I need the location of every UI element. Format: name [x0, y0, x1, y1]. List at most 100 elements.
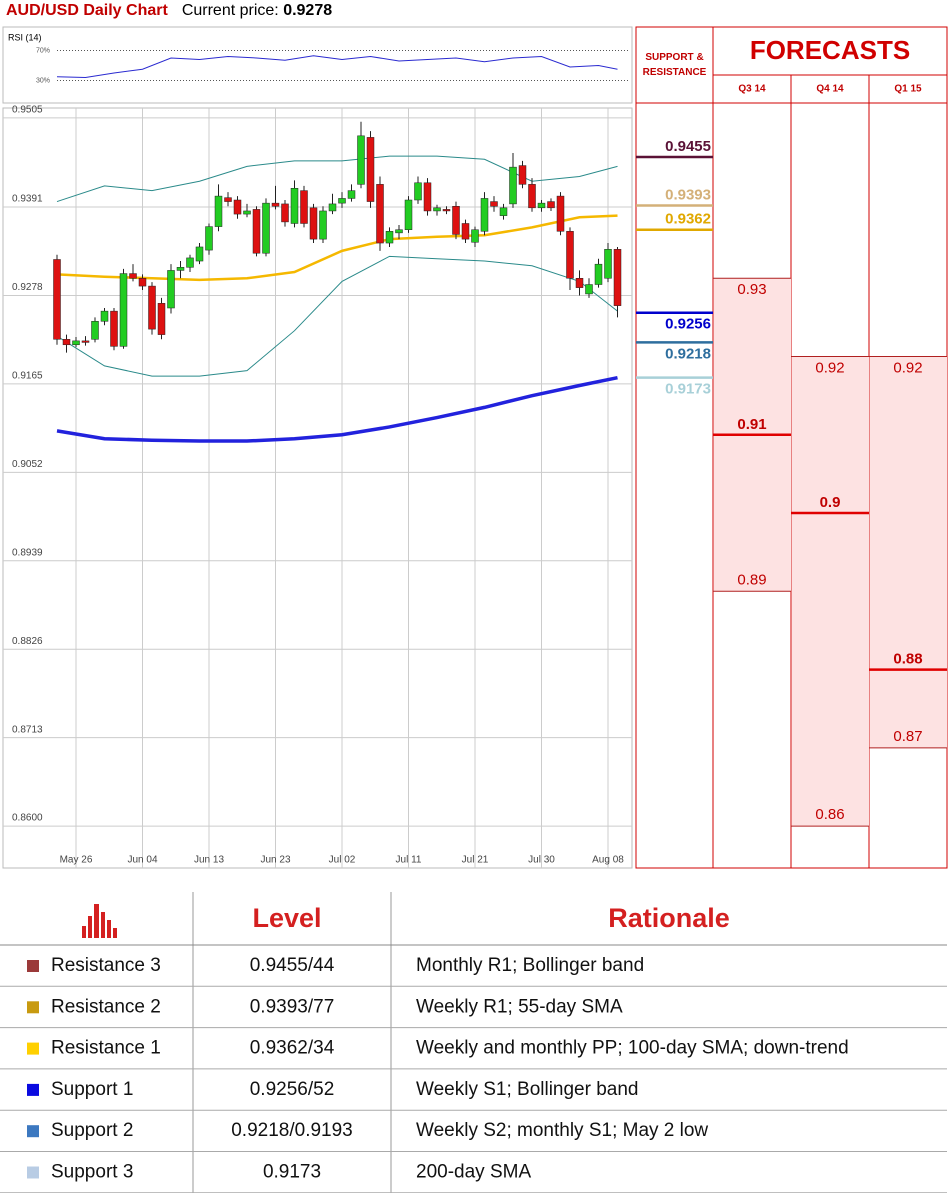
levels-title: SUPPORT & RESISTANCE: [642, 52, 707, 78]
row-name: Support 1: [51, 1079, 133, 1100]
forecast-mid-label: 0.88: [893, 651, 922, 668]
table-header: Level: [252, 903, 321, 933]
x-tick-label: Jul 11: [396, 855, 422, 866]
candle-body: [176, 267, 185, 271]
candle-body: [186, 257, 194, 268]
row-rationale: Weekly S1; Bollinger band: [416, 1079, 639, 1100]
level-label: 0.9256: [665, 316, 711, 333]
row-level: 0.9393/77: [250, 996, 335, 1017]
row-name: Support 2: [51, 1120, 133, 1141]
candle-body: [604, 249, 612, 279]
forecast-column-label: Q3 14: [738, 84, 766, 95]
row-rationale: Monthly R1; Bollinger band: [416, 955, 644, 976]
candle-body: [243, 210, 251, 215]
line: [56, 214, 618, 282]
forecast-column-label: Q4 14: [816, 84, 844, 95]
forecast-range: [792, 356, 869, 827]
candle-body: [575, 278, 584, 288]
forecast-mid-label: 0.9: [820, 494, 841, 511]
level-label: 0.9362: [665, 211, 711, 228]
forecast-low-label: 0.89: [737, 571, 766, 588]
candle-body: [452, 206, 460, 235]
forecast-range: [870, 356, 947, 748]
candle-body: [72, 340, 80, 346]
table-header: Rationale: [608, 903, 730, 933]
candle-body: [357, 135, 365, 185]
row-level: 0.9173: [263, 1162, 321, 1183]
forecast-high-label: 0.93: [737, 281, 766, 298]
candle-body: [110, 310, 118, 347]
y-tick-label: 0.9505: [12, 104, 43, 115]
candle-body: [528, 184, 536, 209]
row-rationale: 200-day SMA: [416, 1162, 531, 1183]
row-rationale: Weekly S2; monthly S1; May 2 low: [416, 1120, 708, 1141]
x-tick-label: Jul 21: [462, 855, 489, 866]
row-level: 0.9256/52: [250, 1079, 335, 1100]
candle-body: [366, 137, 375, 202]
candle-body: [347, 190, 356, 199]
candle-body: [148, 285, 156, 330]
candle-body: [395, 229, 403, 234]
row-swatch: [27, 1125, 39, 1138]
candle-body: [423, 182, 432, 212]
candle-body: [62, 339, 71, 346]
candle-body: [547, 201, 555, 209]
y-tick-label: 0.8600: [12, 813, 43, 824]
x-tick-label: Jul 30: [528, 855, 555, 866]
candle-body: [537, 202, 546, 209]
x-tick-label: Aug 08: [592, 855, 624, 866]
candle-body: [167, 270, 175, 309]
rsi-frame: [2, 26, 633, 104]
line: [56, 375, 618, 443]
row-name: Support 3: [51, 1162, 133, 1183]
row-name: Resistance 3: [51, 955, 161, 976]
line: [56, 55, 618, 79]
candle-body: [262, 202, 270, 254]
x-tick-label: Jun 04: [127, 855, 157, 866]
candle-body: [338, 198, 346, 204]
x-tick-label: Jun 23: [260, 855, 290, 866]
candle-body: [442, 209, 451, 212]
forecast-low-label: 0.87: [893, 728, 922, 745]
line: [56, 255, 618, 377]
candle-body: [205, 226, 213, 251]
forecast-low-label: 0.86: [815, 806, 844, 823]
row-rationale: Weekly and monthly PP; 100-day SMA; down…: [416, 1038, 849, 1059]
price-label: Current price:: [181, 2, 279, 19]
candle-body: [518, 165, 527, 185]
forecast-column-label: Q1 15: [894, 84, 922, 95]
candle-body: [214, 195, 223, 227]
candle-body: [328, 203, 337, 212]
candle-body: [404, 199, 413, 230]
candle-body: [300, 190, 308, 224]
rsi-title: RSI (14): [8, 32, 42, 42]
candle-body: [585, 284, 593, 295]
forecast-title: FORECASTS: [750, 35, 910, 65]
candle-body: [281, 203, 289, 223]
y-tick-label: 0.9278: [12, 282, 43, 293]
candle-body: [385, 231, 394, 244]
table-lines: [192, 892, 392, 1193]
candle-body: [233, 199, 242, 215]
candle-body: [290, 188, 299, 224]
row-rationale: Weekly R1; 55-day SMA: [416, 996, 623, 1017]
candle-body: [414, 182, 422, 201]
row-name: Resistance 1: [51, 1038, 161, 1059]
candle-body: [471, 229, 479, 243]
candle-body: [129, 273, 137, 279]
x-tick-label: Jul 02: [329, 855, 356, 866]
candle-body: [195, 246, 204, 262]
y-tick-label: 0.9052: [12, 459, 43, 470]
y-tick-label: 0.8713: [12, 724, 43, 735]
row-swatch: [27, 1042, 39, 1055]
forecast-high-label: 0.92: [893, 359, 922, 376]
candle-body: [433, 207, 441, 212]
candle-body: [556, 195, 565, 232]
level-label: 0.9455: [665, 138, 711, 155]
x-tick-label: May 26: [60, 855, 93, 866]
y-tick-label: 0.8939: [12, 547, 43, 558]
candle-body: [509, 166, 517, 205]
row-level: 0.9218/0.9193: [231, 1120, 353, 1141]
